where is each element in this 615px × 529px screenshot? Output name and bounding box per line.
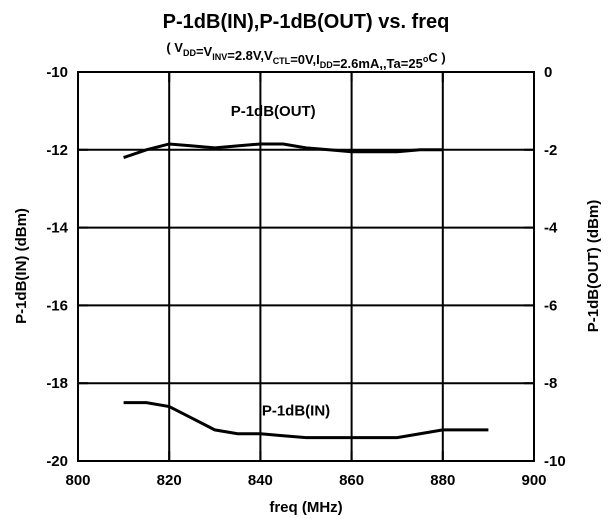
series-line: [123, 142, 443, 159]
subtitle-part: DD: [183, 48, 196, 58]
x-tick-label: 800: [65, 472, 90, 489]
subtitle-part: =0V,I: [290, 52, 320, 67]
y2-tick-label: -4: [544, 220, 558, 237]
x-tick-label: 900: [521, 472, 546, 489]
subtitle-part: CTL: [273, 56, 291, 66]
series-label: P-1dB(OUT): [231, 103, 316, 120]
subtitle-part: o: [423, 54, 429, 64]
y-tick-label: -18: [46, 375, 68, 392]
y-tick-label: -20: [46, 453, 68, 470]
x-tick-label: 820: [157, 472, 182, 489]
x-tick-label: 860: [339, 472, 364, 489]
x-tick-label: 840: [248, 472, 273, 489]
chart-subtitle: ( VDD=VINV=2.8V,VCTL=0V,IDD=2.6mA,,Ta=25…: [166, 40, 445, 71]
plot-frame: [77, 71, 535, 462]
y-tick-label: -12: [46, 142, 68, 159]
subtitle-part: =2.6mA,,Ta=25: [333, 56, 423, 71]
x-axis-label: freq (MHz): [269, 499, 342, 516]
y2-tick-label: -6: [544, 297, 557, 314]
series-label: P-1dB(IN): [262, 403, 330, 420]
y2-axis-label: P-1dB(OUT) (dBm): [585, 200, 602, 332]
subtitle-part: INV: [212, 52, 227, 62]
y-tick-label: -16: [46, 297, 68, 314]
subtitle-part: ( V: [166, 40, 183, 55]
y-tick-label: -14: [46, 220, 68, 237]
y-tick-label: -10: [46, 64, 68, 81]
subtitle-part: =2.8V,V: [227, 48, 273, 63]
subtitle-part: DD: [320, 60, 333, 70]
y-axis-label: P-1dB(IN) (dBm): [13, 208, 30, 324]
y2-tick-label: 0: [544, 64, 552, 81]
chart-title: P-1dB(IN),P-1dB(OUT) vs. freq: [163, 11, 450, 33]
y2-tick-label: -8: [544, 375, 557, 392]
series-line: [123, 401, 489, 440]
subtitle-part: C ): [428, 50, 445, 65]
y2-tick-label: -2: [544, 142, 557, 159]
y2-tick-label: -10: [544, 453, 566, 470]
subtitle-part: =V: [196, 44, 213, 59]
x-tick-label: 880: [430, 472, 455, 489]
